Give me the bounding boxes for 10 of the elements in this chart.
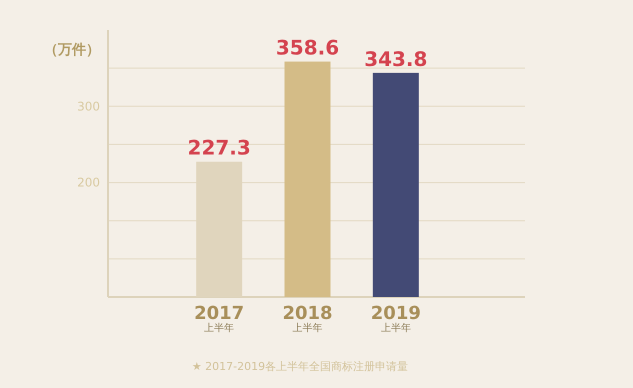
x-tick-label: 2018 上半年 (282, 303, 333, 334)
data-label: 358.6 (276, 36, 340, 60)
y-tick-label: 200 (77, 176, 100, 190)
data-label: 343.8 (364, 46, 428, 71)
data-label: 227.3 (188, 136, 251, 160)
y-tick-label: 300 (77, 99, 100, 114)
x-tick-label: 2017 上半年 (194, 303, 244, 334)
text: ★ 2017-2019各上半年全国商标注册申请量 (192, 360, 408, 373)
x-tick-label: 2019 上半年 (370, 303, 421, 334)
y-axis-title: （万件） (44, 42, 100, 58)
